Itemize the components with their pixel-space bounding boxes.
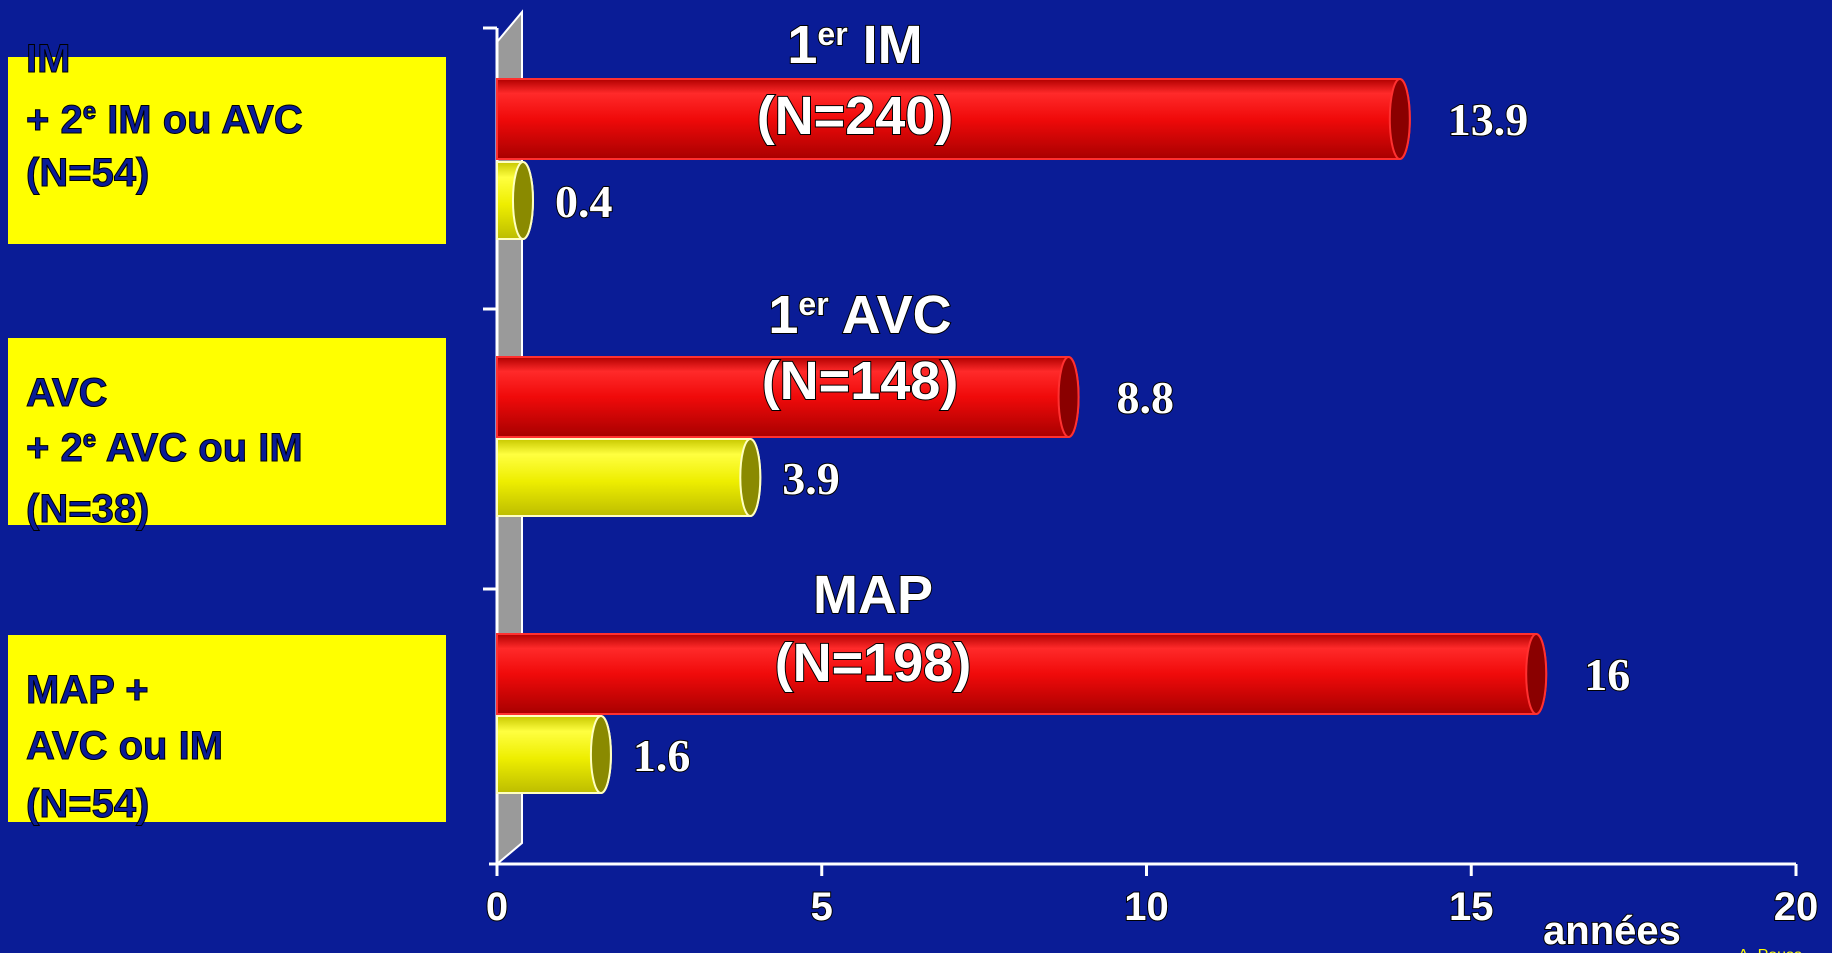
red-bar-2-end — [1525, 633, 1548, 715]
category-label-1-line-2: (N=38) — [26, 487, 149, 531]
bar-title-n-0: (N=240) — [757, 86, 954, 146]
bar-title-sup-0: er — [817, 16, 847, 52]
x-tick-label-2: 10 — [1124, 885, 1169, 929]
bar-title-rest-1: AVC — [829, 285, 952, 345]
red-value-label-1: 8.8 — [1117, 372, 1175, 423]
category-label-0-line-1: + 2e IM ou AVC — [26, 98, 303, 142]
category-box-2 — [8, 635, 446, 822]
bar-title-n-1: (N=148) — [762, 351, 959, 411]
yellow-value-label-0: 0.4 — [555, 176, 613, 227]
bar-title-n-2: (N=198) — [775, 633, 972, 693]
x-tick-label-1: 5 — [811, 885, 833, 929]
x-tick-label-0: 0 — [486, 885, 508, 929]
bar-title-rest-0: IM — [848, 15, 923, 75]
bar-title-main-2: MAP — [813, 565, 933, 625]
yellow-bar-2-end — [589, 715, 612, 794]
red-value-label-0: 13.9 — [1448, 94, 1529, 145]
bar-title-2: MAP — [813, 565, 933, 625]
x-tick-label-3: 15 — [1449, 885, 1494, 929]
bar-title-0: 1er IM — [787, 15, 922, 75]
red-value-label-2: 16 — [1584, 649, 1630, 700]
red-bar-2 — [496, 633, 1548, 715]
yellow-value-label-1: 3.9 — [782, 453, 840, 504]
bar-title-1: 1er AVC — [768, 285, 951, 345]
x-tick-label-4: 20 — [1774, 885, 1819, 929]
category-label-1-line-0: AVC — [26, 371, 107, 415]
yellow-bar-1-end — [739, 438, 762, 517]
bar-title-main-0: 1 — [787, 15, 817, 75]
category-box-1 — [8, 338, 446, 525]
x-axis-label: années — [1543, 909, 1681, 953]
category-label-2-line-2: (N=54) — [26, 782, 149, 826]
category-label-0-line-2: (N=54) — [26, 151, 149, 195]
category-box-0 — [8, 57, 446, 244]
bar-title-sup-1: er — [798, 286, 828, 322]
category-label-1-line-1: + 2e AVC ou IM — [26, 426, 303, 470]
red-bar-0 — [496, 78, 1411, 160]
red-bar-0-end — [1388, 78, 1411, 160]
bar-title-main-1: 1 — [768, 285, 798, 345]
category-label-2-line-0: MAP + — [26, 668, 149, 712]
footer-credit: A. Pouss — [1738, 947, 1802, 953]
category-label-0-line-0: IM — [26, 37, 70, 81]
yellow-value-label-2: 1.6 — [633, 730, 691, 781]
yellow-bar-1 — [496, 438, 762, 517]
yellow-bar-0-end — [511, 161, 534, 240]
category-label-2-line-1: AVC ou IM — [26, 724, 223, 768]
red-bar-1-end — [1057, 356, 1080, 438]
